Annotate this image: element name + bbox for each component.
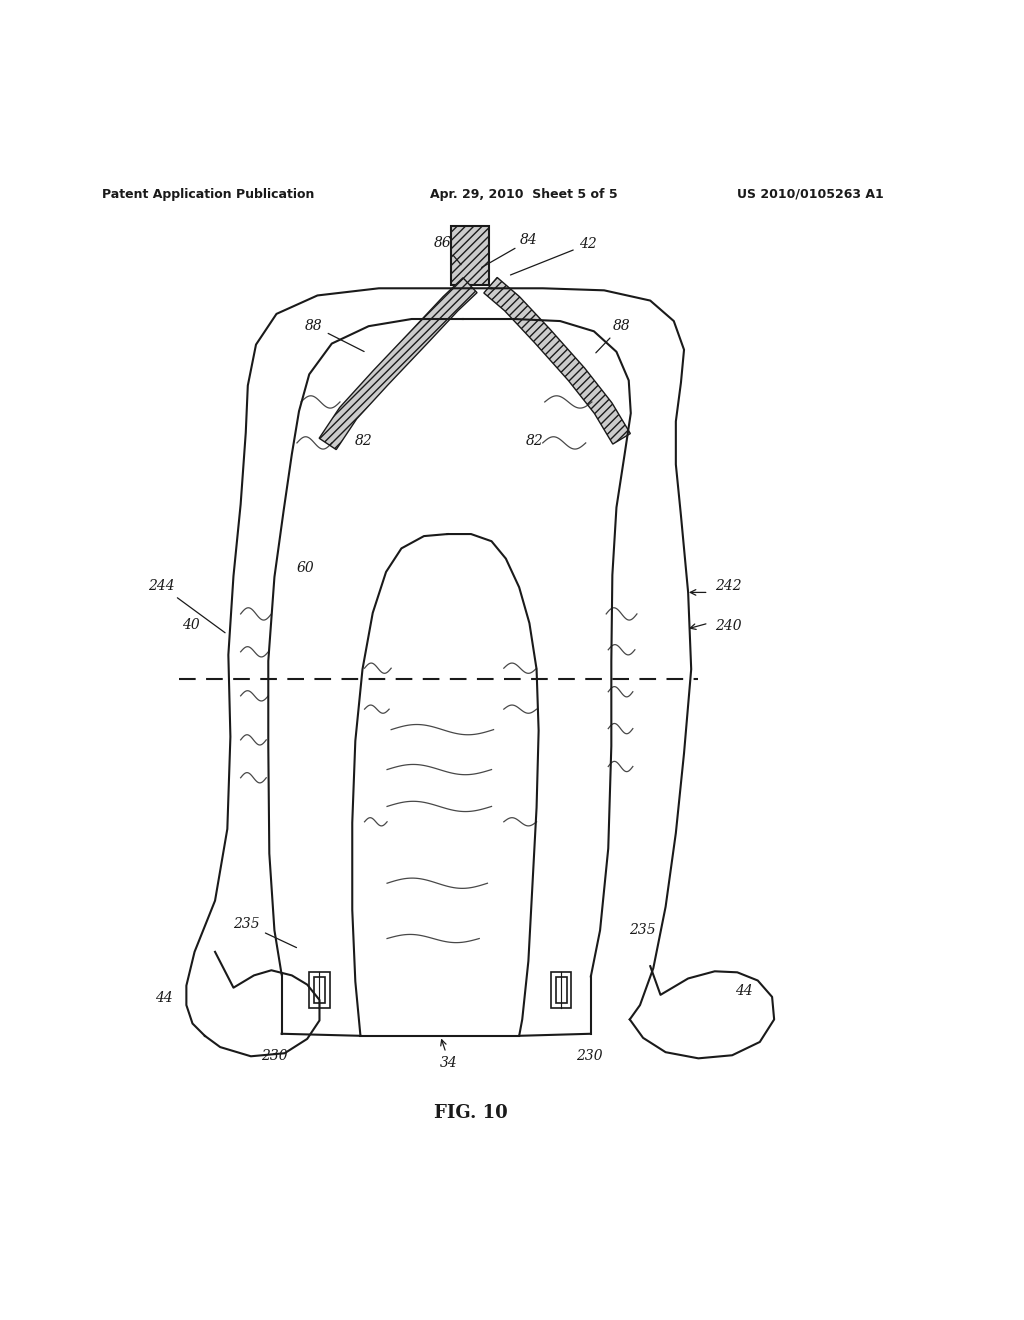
Text: 84: 84 xyxy=(481,234,538,268)
Text: FIG. 10: FIG. 10 xyxy=(434,1104,508,1122)
Text: 44: 44 xyxy=(155,991,173,1005)
Text: 82: 82 xyxy=(354,434,373,447)
Text: 34: 34 xyxy=(440,1040,458,1069)
Text: 88: 88 xyxy=(305,319,365,351)
Bar xyxy=(551,972,571,1007)
Text: 235: 235 xyxy=(233,917,297,948)
Bar xyxy=(309,972,330,1007)
Polygon shape xyxy=(483,277,631,444)
Bar xyxy=(556,977,567,1002)
Text: Patent Application Publication: Patent Application Publication xyxy=(102,187,314,201)
Text: US 2010/0105263 A1: US 2010/0105263 A1 xyxy=(737,187,884,201)
Text: Apr. 29, 2010  Sheet 5 of 5: Apr. 29, 2010 Sheet 5 of 5 xyxy=(430,187,617,201)
Polygon shape xyxy=(319,277,477,450)
Text: 230: 230 xyxy=(261,1049,288,1064)
Text: 242: 242 xyxy=(715,579,741,593)
Bar xyxy=(451,226,489,285)
Text: 230: 230 xyxy=(577,1049,603,1064)
Text: 244: 244 xyxy=(148,579,225,632)
Text: 42: 42 xyxy=(511,238,596,275)
Text: 86: 86 xyxy=(434,236,461,264)
Text: 88: 88 xyxy=(596,319,630,352)
Text: 82: 82 xyxy=(525,434,544,447)
Text: 235: 235 xyxy=(629,923,655,937)
Text: 240: 240 xyxy=(715,619,741,634)
Text: 40: 40 xyxy=(181,618,200,632)
Text: 44: 44 xyxy=(734,983,753,998)
Bar xyxy=(313,977,326,1002)
Text: 60: 60 xyxy=(296,561,314,574)
